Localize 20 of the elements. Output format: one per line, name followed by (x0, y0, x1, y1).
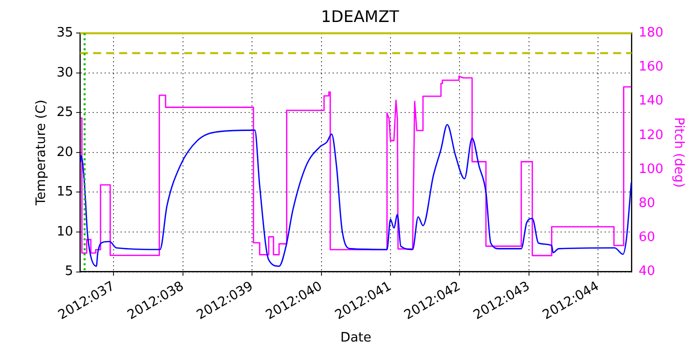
y-tick-label: 30 (56, 65, 74, 80)
y2-tick-label: 180 (638, 26, 664, 41)
y-tick-label: 25 (56, 105, 74, 120)
chart-title: 1DEAMZT (320, 6, 400, 26)
y2-tick-label: 60 (638, 230, 656, 246)
line-series (80, 124, 632, 267)
y2-tick-label: 100 (638, 162, 664, 177)
y-tick-label: 5 (64, 264, 74, 280)
x-axis-title: Date (340, 330, 372, 346)
y-tick-label: 35 (56, 26, 74, 41)
y-tick-label: 20 (56, 144, 74, 160)
y2-axis-title: Pitch (deg) (670, 117, 686, 188)
y-tick-label: 15 (56, 184, 74, 200)
y2-tick-label: 160 (638, 60, 664, 75)
y2-tick-label: 120 (638, 128, 664, 143)
y2-tick-label: 140 (638, 94, 664, 109)
y-axis-title: Temperature (C) (34, 100, 50, 206)
y-tick-label: 10 (56, 224, 74, 240)
y2-tick-label: 80 (638, 196, 656, 211)
y2-tick-label: 40 (638, 264, 656, 280)
